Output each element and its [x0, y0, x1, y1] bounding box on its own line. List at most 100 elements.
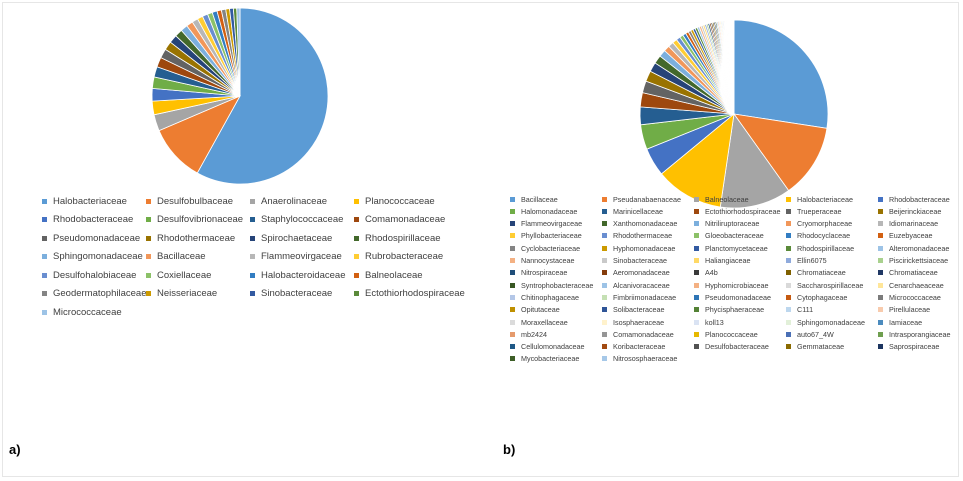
legend-label: Iamiaceae — [889, 317, 923, 327]
legend-label: Chitinophagaceae — [521, 292, 579, 302]
legend-label: Flammeovirgaceae — [521, 219, 583, 229]
legend-item: Rhodothermaceae — [146, 232, 235, 244]
legend-swatch — [602, 258, 607, 263]
legend-item: Gloeobacteraceae — [694, 230, 764, 242]
legend-item: Pseudomonadaceae — [42, 232, 140, 244]
legend-swatch — [786, 221, 791, 227]
legend-label: Rhodothermaceae — [613, 231, 673, 241]
legend-swatch — [146, 217, 151, 222]
legend-item: Saprospiraceae — [878, 341, 939, 353]
legend-label: Haliangiaceae — [705, 256, 751, 265]
legend-label: Alteromonadaceae — [889, 243, 950, 253]
legend-label: Rubrobacteraceae — [365, 251, 444, 262]
legend-item: Fimbriimonadaceae — [602, 291, 676, 303]
legend-label: Nitriliruptoraceae — [705, 219, 760, 229]
legend-item: Sphingomonadaceae — [42, 251, 143, 263]
legend-label: Bacillaceae — [157, 251, 206, 262]
legend-label: Ectothiorhodospiraceae — [365, 288, 465, 299]
legend-item: Alteromonadaceae — [878, 242, 949, 254]
legend-item: Intrasporangiaceae — [878, 328, 951, 340]
legend-item: Halobacteriaceae — [42, 195, 127, 207]
legend-swatch — [786, 208, 791, 214]
legend-label: Spirochaetaceae — [261, 232, 333, 244]
legend-swatch — [786, 307, 791, 313]
legend-label: Cryomorphaceae — [797, 219, 853, 229]
legend-swatch — [250, 254, 255, 259]
legend-item: Halobacteroidaceae — [250, 269, 346, 281]
legend-item: Rhodobacteraceae — [42, 214, 133, 226]
legend-label: Moraxellaceae — [521, 317, 568, 327]
legend-label: Gemmataceae — [797, 342, 845, 352]
legend-label: Halomonadaceae — [521, 206, 578, 216]
legend-swatch — [42, 198, 47, 204]
legend-item: Saccharospirillaceae — [786, 279, 863, 291]
legend-item: Mycobacteriaceae — [510, 353, 579, 365]
legend-item: Idiomarinaceae — [878, 218, 938, 230]
legend-label: Saccharospirillaceae — [797, 280, 864, 290]
legend-label: Desulfovibrionaceae — [157, 214, 244, 225]
legend-swatch — [146, 272, 151, 278]
legend-label: A4b — [705, 268, 718, 278]
legend-label: Isosphaeraceae — [613, 317, 665, 327]
legend-swatch — [878, 270, 883, 276]
legend-label: Desulfobulbaceae — [157, 195, 234, 207]
legend-item: Hyphomonadaceae — [602, 242, 675, 254]
legend-item: Rhodospirillaceae — [354, 232, 441, 244]
legend-swatch — [510, 221, 515, 227]
legend-item: Desulfobacteraceae — [694, 341, 769, 353]
legend-label: Cytophagaceae — [797, 292, 848, 302]
legend-item: Chromatiaceae — [878, 267, 938, 279]
legend-item: Spirochaetaceae — [250, 232, 332, 244]
legend-swatch — [354, 272, 359, 278]
legend-swatch — [510, 282, 515, 288]
legend-swatch — [602, 294, 607, 300]
legend-label: Aeromonadaceae — [613, 268, 670, 278]
legend-label: Micrococcaceae — [889, 292, 941, 302]
pie-slice — [719, 112, 790, 209]
legend-label: Pseudanabaenaceae — [613, 194, 681, 204]
legend-label: Pseudomonadaceae — [705, 292, 771, 302]
legend-item: Planococcaceae — [694, 328, 758, 340]
panel-label-a: a) — [9, 442, 21, 457]
legend-item: Ellin6075 — [786, 255, 827, 267]
legend-label: Desulfobacteraceae — [705, 342, 769, 352]
legend-swatch — [694, 245, 699, 251]
legend-label: Fimbriimonadaceae — [613, 292, 677, 302]
legend-item: Cryomorphaceae — [786, 218, 852, 230]
legend-label: Marinicellaceae — [613, 206, 663, 216]
legend-item: Aeromonadaceae — [602, 267, 670, 279]
legend-swatch — [786, 270, 791, 276]
legend-swatch — [250, 217, 255, 222]
legend-item: Halomonadaceae — [510, 205, 577, 217]
legend-swatch — [878, 307, 883, 313]
legend-item: Cytophagaceae — [786, 291, 847, 303]
legend-item: Xanthomonadaceae — [602, 218, 677, 230]
legend-label: Rhodocyclaceae — [797, 231, 851, 241]
legend-swatch — [878, 196, 883, 202]
legend-swatch — [146, 235, 151, 241]
legend-label: Halobacteriaceae — [53, 195, 127, 207]
legend-label: Rhodospirillaceae — [365, 232, 441, 244]
legend-swatch — [786, 245, 791, 251]
legend-item: Pseudanabaenaceae — [602, 193, 681, 205]
legend-swatch — [510, 258, 515, 263]
legend-label: Syntrophobacteraceae — [521, 280, 594, 290]
legend-swatch — [694, 233, 699, 239]
legend-swatch — [510, 331, 515, 337]
legend-swatch — [602, 221, 607, 227]
legend-item: Balneolaceae — [694, 193, 749, 205]
legend-label: Rhodobacteraceae — [53, 214, 134, 225]
legend-swatch — [694, 221, 699, 227]
legend-swatch — [786, 196, 791, 202]
pie-slice — [196, 7, 329, 185]
legend-item: Syntrophobacteraceae — [510, 279, 593, 291]
legend-item: Desulfohalobiaceae — [42, 269, 136, 281]
legend-item: Balneolaceae — [354, 269, 423, 281]
legend-label: Trueperaceae — [797, 206, 842, 216]
legend-item: Comamonadaceae — [602, 328, 674, 340]
legend-item: Neisseriaceae — [146, 288, 217, 300]
legend-label: Planctomycetaceae — [705, 243, 768, 253]
legend-swatch — [878, 319, 883, 325]
legend-item: Micrococcaceae — [878, 291, 941, 303]
